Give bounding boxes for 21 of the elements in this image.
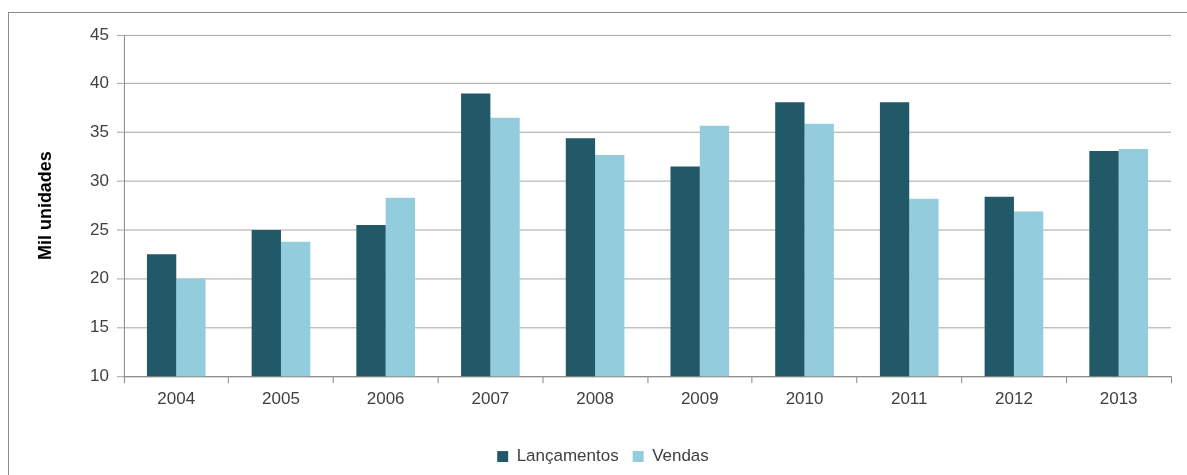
x-tick-label: 2007 bbox=[471, 389, 510, 409]
x-tick-label: 2013 bbox=[1099, 389, 1138, 409]
x-tick-label: 2010 bbox=[785, 389, 824, 409]
y-tick-label: 45 bbox=[90, 24, 109, 44]
y-tick-label: 25 bbox=[90, 219, 109, 239]
x-tick-label: 2011 bbox=[890, 389, 928, 409]
x-tick-label: 2005 bbox=[262, 389, 300, 409]
x-tick-label: 2008 bbox=[576, 389, 614, 409]
y-tick-label: 40 bbox=[90, 73, 109, 93]
legend-label: Lançamentos bbox=[516, 446, 619, 466]
x-tick-label: 2004 bbox=[157, 389, 196, 409]
y-tick-label: 35 bbox=[90, 122, 109, 142]
y-tick-label: 15 bbox=[90, 317, 109, 337]
y-tick-label: 20 bbox=[90, 268, 109, 288]
x-tick-label: 2012 bbox=[995, 389, 1033, 409]
legend-label: Vendas bbox=[652, 446, 709, 466]
y-axis-title: Mil unidades bbox=[34, 151, 55, 260]
y-tick-label: 30 bbox=[90, 170, 109, 190]
x-tick-label: 2009 bbox=[680, 389, 719, 409]
x-tick-label: 2006 bbox=[366, 389, 405, 409]
y-tick-label: 10 bbox=[90, 365, 109, 385]
